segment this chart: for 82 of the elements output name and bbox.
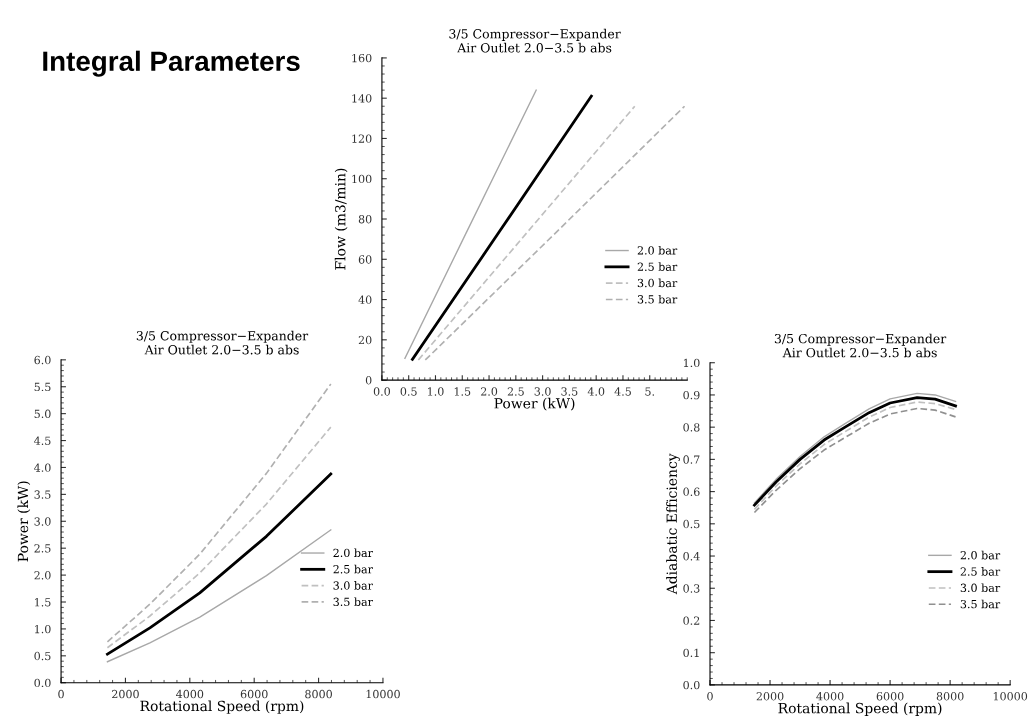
x-axis-title: Rotational Speed (rpm) — [140, 700, 304, 714]
legend-label: 2.5 bar — [333, 564, 373, 574]
y-tick-label: 6.0 — [34, 355, 51, 365]
y-tick-label: 1.5 — [35, 597, 51, 607]
x-tick-label: 3.0 — [534, 387, 551, 396]
y-tick-label: 5.0 — [34, 409, 51, 419]
y-tick-label: 20 — [358, 335, 372, 345]
x-axis-title: Power (kW) — [494, 397, 575, 411]
legend-label: 3.0 bar — [637, 278, 678, 288]
x-tick-label: 2.0 — [480, 387, 498, 396]
y-tick-label: 0.0 — [34, 678, 51, 688]
legend-label: 2.0 bar — [333, 548, 373, 558]
y-tick-label: 3.0 — [34, 517, 51, 526]
x-tick-label: 0.0 — [373, 387, 391, 396]
chart-title: 3/5 Compressor−Expander Air Outlet 2.0−3.5 b abs — [774, 333, 947, 358]
y-tick-label: 40 — [358, 295, 372, 304]
x-tick-label: 3.5 — [561, 387, 578, 396]
legend-label: 3.0 bar — [960, 583, 1001, 593]
legend-label: 2.0 bar — [960, 550, 1001, 560]
legend-label: 3.5 bar — [637, 294, 678, 304]
y-tick-label: 0.9 — [683, 390, 700, 400]
y-tick-label: 4.0 — [34, 463, 51, 472]
x-tick-label: 0.5 — [400, 387, 417, 396]
x-tick-label: 0 — [58, 689, 64, 699]
legend-label: 2.0 bar — [637, 245, 678, 255]
y-tick-label: 0.5 — [683, 519, 700, 529]
legend-label: 3.0 bar — [333, 581, 373, 590]
y-tick-label: 0.5 — [34, 651, 51, 661]
y-tick-label: 5.5 — [34, 382, 51, 392]
x-tick-label: 2000 — [756, 692, 784, 701]
y-axis-title: Adiabatic Efficiency — [666, 453, 680, 595]
y-tick-label: 0.7 — [683, 455, 700, 464]
y-tick-label: 1.0 — [35, 624, 51, 634]
x-tick-label: 6000 — [876, 692, 904, 701]
x-axis-title: Rotational Speed (rpm) — [778, 702, 942, 717]
legend-label: 3.5 bar — [960, 599, 1001, 609]
x-tick-label: 4000 — [816, 692, 844, 701]
x-tick-label: 2000 — [112, 689, 139, 699]
x-tick-label: 1.5 — [454, 387, 471, 396]
y-tick-label: 3.5 — [34, 490, 51, 499]
y-tick-label: 60 — [358, 255, 372, 264]
line-series — [106, 472, 333, 656]
y-tick-label: 2.5 — [34, 544, 51, 553]
y-tick-label: 0.8 — [683, 423, 700, 432]
y-tick-label: 0.2 — [683, 616, 700, 625]
x-tick-label: 4.5 — [614, 387, 631, 396]
x-tick-label: 0 — [707, 692, 713, 701]
y-axis-title: Flow (m3/min) — [334, 168, 348, 270]
y-tick-label: 0.4 — [683, 552, 700, 561]
line-series — [106, 426, 332, 649]
y-tick-label: 80 — [358, 214, 372, 224]
y-tick-label: 100 — [352, 174, 372, 184]
line-series — [106, 383, 332, 643]
text: Integral Parameters — [43, 50, 300, 77]
y-tick-label: 0.6 — [683, 487, 700, 496]
y-tick-label: 4.5 — [34, 436, 51, 445]
x-tick-label: 2.5 — [507, 387, 524, 396]
chart-title: 3/5 Compressor−Expander Air Outlet 2.0−3.5 b abs — [136, 330, 309, 355]
legend-label: 3.5 bar — [333, 597, 373, 606]
x-tick-label: 1.0 — [428, 387, 444, 396]
x-tick-label: 6000 — [240, 689, 268, 699]
chart-title: 3/5 Compressor−Expander Air Outlet 2.0−3.5 b abs — [449, 28, 621, 53]
x-tick-label: 4.0 — [587, 387, 605, 396]
legend-label: 2.5 bar — [960, 567, 1001, 576]
x-tick-label: 10000 — [366, 689, 400, 699]
x-tick-label: 5. — [645, 387, 654, 396]
x-tick-label: 8000 — [936, 692, 964, 701]
y-tick-label: 140 — [352, 94, 372, 103]
y-tick-label: 120 — [352, 134, 372, 143]
y-tick-label: 160 — [352, 53, 372, 63]
y-tick-label: 0.0 — [683, 680, 700, 690]
x-tick-label: 4000 — [176, 689, 204, 699]
y-tick-label: 0 — [365, 376, 372, 385]
y-tick-label: 0.1 — [683, 648, 699, 658]
y-tick-label: 2.0 — [34, 571, 51, 580]
y-tick-label: 0.3 — [683, 584, 700, 593]
x-tick-label: 10000 — [993, 692, 1028, 701]
line-series — [106, 529, 332, 663]
y-tick-label: 1.0 — [683, 358, 700, 368]
x-tick-label: 8000 — [305, 689, 332, 699]
legend-label: 2.5 bar — [637, 262, 678, 271]
y-axis-title: Power (kW) — [17, 481, 31, 562]
